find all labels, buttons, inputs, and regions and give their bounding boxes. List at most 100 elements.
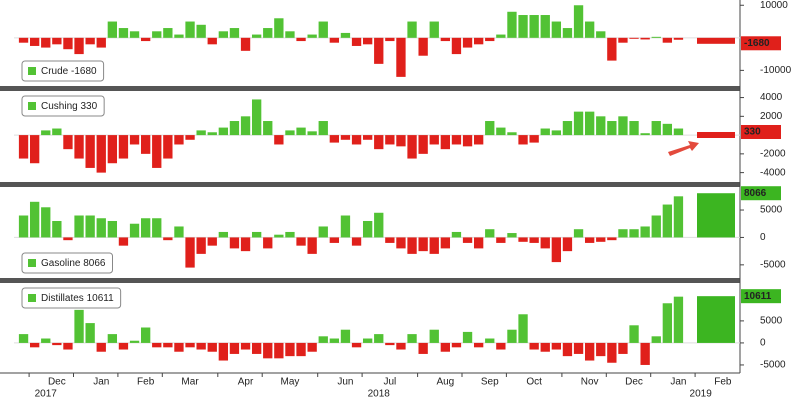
bar xyxy=(129,223,140,238)
x-tick-label: May xyxy=(280,377,299,388)
bar xyxy=(263,121,273,136)
bar xyxy=(440,342,451,352)
x-tick-label: Sep xyxy=(481,377,499,388)
bar xyxy=(118,342,129,350)
bar xyxy=(174,135,184,145)
bar xyxy=(429,135,439,145)
bar xyxy=(462,37,473,48)
legend-box xyxy=(21,95,105,117)
bar xyxy=(240,37,251,51)
bar xyxy=(551,21,562,38)
latest-label: 10611 xyxy=(744,291,772,302)
bar xyxy=(640,37,650,40)
bar xyxy=(451,342,462,348)
bar xyxy=(307,131,317,136)
bar xyxy=(251,34,262,38)
bar xyxy=(662,123,673,136)
x-tick-label: Dec xyxy=(625,377,643,388)
latest-label-box xyxy=(741,124,781,139)
bar xyxy=(374,135,384,150)
bar xyxy=(673,196,684,238)
bar xyxy=(29,135,40,164)
bar xyxy=(41,130,51,136)
bar xyxy=(662,303,673,343)
x-tick-label: Feb xyxy=(714,377,732,388)
bar xyxy=(207,37,217,45)
bar xyxy=(18,37,29,43)
bar xyxy=(185,237,195,268)
bar xyxy=(473,342,484,348)
bar xyxy=(607,37,617,61)
bar xyxy=(41,338,51,343)
bar xyxy=(207,237,217,246)
bar xyxy=(74,215,84,238)
bar xyxy=(229,121,240,136)
bar xyxy=(240,116,251,136)
bar xyxy=(52,128,62,136)
bar xyxy=(196,237,206,254)
bar xyxy=(263,342,273,359)
year-label: 2019 xyxy=(690,389,713,400)
bar xyxy=(52,220,62,238)
bar xyxy=(218,31,229,38)
bar xyxy=(74,309,84,343)
bar xyxy=(52,37,62,45)
bar xyxy=(174,342,184,352)
bar xyxy=(396,237,406,249)
bar xyxy=(629,229,639,238)
bar xyxy=(229,342,240,354)
bar xyxy=(496,237,506,243)
y-tick-label: -5000 xyxy=(760,259,786,270)
bar xyxy=(362,338,373,343)
bar xyxy=(551,237,562,263)
bar xyxy=(318,226,328,238)
bar xyxy=(152,342,162,348)
bar xyxy=(174,226,184,238)
bar xyxy=(129,340,140,343)
bar xyxy=(618,37,628,43)
bar xyxy=(74,135,84,159)
bar xyxy=(240,237,251,252)
bar xyxy=(584,21,595,38)
bar xyxy=(185,342,195,348)
bar xyxy=(63,135,73,150)
bar xyxy=(473,135,484,145)
bar xyxy=(318,21,328,38)
bar xyxy=(251,342,262,354)
bar xyxy=(607,237,617,241)
bar xyxy=(185,21,195,38)
bar xyxy=(307,34,317,38)
bar xyxy=(573,5,584,38)
bar xyxy=(429,237,439,254)
bar xyxy=(529,135,539,143)
bar xyxy=(251,231,262,238)
bar xyxy=(584,237,595,243)
bar xyxy=(63,37,73,50)
bar xyxy=(18,334,29,343)
bar xyxy=(329,37,340,43)
y-tick-label: 10000 xyxy=(760,0,788,11)
bar xyxy=(285,31,295,38)
bar xyxy=(473,237,484,249)
bar xyxy=(473,37,484,45)
bar xyxy=(440,37,451,42)
bar xyxy=(285,130,295,136)
bar xyxy=(407,135,417,159)
bar xyxy=(374,37,384,64)
legend-swatch xyxy=(28,294,36,302)
bar xyxy=(507,233,517,238)
bar xyxy=(318,121,328,136)
bar xyxy=(607,342,617,363)
bar xyxy=(673,37,684,40)
bar xyxy=(196,24,206,38)
bar xyxy=(351,342,362,348)
bar xyxy=(518,135,528,145)
bar xyxy=(274,342,284,359)
bar xyxy=(451,135,462,145)
bar xyxy=(540,15,550,38)
bar xyxy=(140,135,151,154)
x-tick-label: Feb xyxy=(137,377,155,388)
bar xyxy=(396,135,406,147)
bar xyxy=(618,116,628,136)
bar xyxy=(340,329,351,343)
